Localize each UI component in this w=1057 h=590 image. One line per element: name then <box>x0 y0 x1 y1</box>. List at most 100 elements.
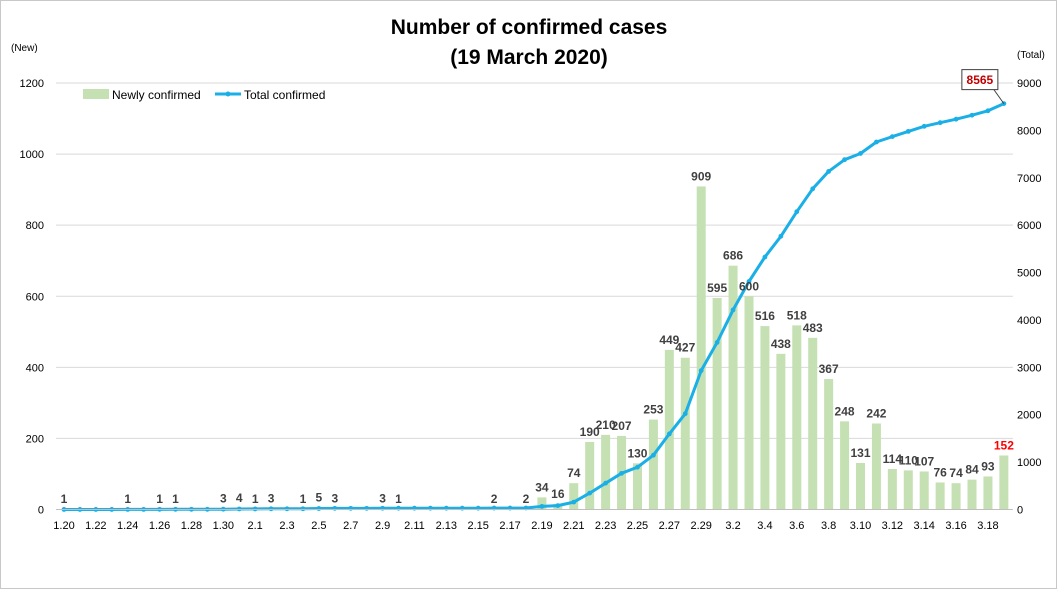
bar-value-label: 516 <box>755 309 775 323</box>
legend-label-total-confirmed: Total confirmed <box>244 88 325 102</box>
x-tick-label: 3.12 <box>882 520 903 532</box>
x-tick-label: 1.26 <box>149 520 170 532</box>
total-point <box>874 140 879 145</box>
bar-value-label: 3 <box>268 491 275 505</box>
x-tick-label: 3.10 <box>850 520 871 532</box>
x-tick-label: 2.7 <box>343 520 358 532</box>
bar <box>681 358 690 510</box>
x-tick-label: 3.8 <box>821 520 836 532</box>
left-tick-label: 400 <box>26 362 44 374</box>
right-tick-label: 8000 <box>1017 125 1041 137</box>
total-point <box>635 465 640 470</box>
bar-value-label: 16 <box>551 487 565 501</box>
right-tick-label: 0 <box>1017 505 1023 517</box>
bar-value-label: 686 <box>723 249 743 263</box>
total-point <box>332 506 337 511</box>
right-tick-label: 2000 <box>1017 410 1041 422</box>
bar <box>872 423 881 509</box>
total-point <box>842 157 847 162</box>
bar <box>713 298 722 509</box>
bar-value-label: 483 <box>803 321 823 335</box>
left-tick-label: 800 <box>26 220 44 232</box>
bar <box>569 483 578 509</box>
bar-value-label: 248 <box>835 404 855 418</box>
total-point <box>301 506 306 511</box>
bars-newly-confirmed <box>60 186 1009 509</box>
bar-value-label: 76 <box>933 465 947 479</box>
bar <box>776 354 785 510</box>
left-tick-label: 600 <box>26 291 44 303</box>
bar-value-label: 1 <box>300 492 307 506</box>
bar-value-label: 427 <box>675 341 695 355</box>
bar-value-label: 1 <box>172 492 179 506</box>
total-point <box>906 129 911 134</box>
total-point <box>237 507 242 512</box>
right-axis-label: (Total) <box>1017 50 1045 61</box>
bar <box>633 463 642 509</box>
x-tick-label: 3.18 <box>977 520 998 532</box>
bar <box>744 296 753 509</box>
total-point <box>731 307 736 312</box>
total-point <box>778 234 783 239</box>
bar-value-label: 93 <box>981 459 995 473</box>
x-tick-label: 3.2 <box>725 520 740 532</box>
x-tick-label: 2.13 <box>436 520 457 532</box>
bar <box>649 420 658 510</box>
x-tick-label: 3.14 <box>914 520 935 532</box>
chart-subtitle: (19 March 2020) <box>450 46 608 69</box>
bar <box>601 435 610 510</box>
total-point <box>858 151 863 156</box>
bar-value-label: 2 <box>491 492 498 506</box>
x-tick-label: 2.15 <box>467 520 488 532</box>
bar-value-label: 3 <box>379 491 386 505</box>
total-point <box>794 209 799 214</box>
x-tick-label: 1.24 <box>117 520 138 532</box>
bar-value-label: 131 <box>850 446 870 460</box>
bar-value-label: 438 <box>771 337 791 351</box>
bar-value-label: 1 <box>156 492 163 506</box>
right-tick-label: 7000 <box>1017 173 1041 185</box>
total-point <box>667 432 672 437</box>
bar-value-label: 34 <box>535 480 549 494</box>
total-point <box>890 134 895 139</box>
x-tick-label: 2.1 <box>248 520 263 532</box>
bar <box>792 325 801 509</box>
x-tick-label: 2.25 <box>627 520 648 532</box>
bar <box>697 186 706 509</box>
total-point <box>348 506 353 511</box>
bar <box>760 326 769 509</box>
x-tick-label: 2.5 <box>311 520 326 532</box>
total-point <box>715 340 720 345</box>
bar-value-label: 107 <box>914 454 934 468</box>
bar-value-label: 253 <box>643 403 663 417</box>
legend-label-newly-confirmed: Newly confirmed <box>112 88 201 102</box>
final-total-leader <box>994 90 1004 104</box>
left-tick-label: 1000 <box>20 149 44 161</box>
bar-value-label: 1 <box>61 492 68 506</box>
bar-value-label: 1 <box>124 492 131 506</box>
bar-value-label: 84 <box>965 463 979 477</box>
total-point <box>285 506 290 511</box>
bar <box>904 470 913 509</box>
total-point <box>763 255 768 260</box>
legend-marker-total-confirmed <box>226 92 231 97</box>
bar <box>824 379 833 509</box>
bar-value-label: 152 <box>994 438 1014 452</box>
bar-value-label: 207 <box>612 419 632 433</box>
bar <box>856 463 865 510</box>
bar-value-label: 3 <box>220 491 227 505</box>
total-point <box>938 120 943 125</box>
bar <box>808 338 817 510</box>
total-point <box>269 506 274 511</box>
left-axis-label: (New) <box>11 43 38 54</box>
x-tick-label: 2.19 <box>531 520 552 532</box>
bar-value-label: 367 <box>819 362 839 376</box>
left-tick-label: 200 <box>26 433 44 445</box>
bar-value-label: 5 <box>316 491 323 505</box>
x-tick-label: 3.6 <box>789 520 804 532</box>
bar-value-label: 1 <box>252 492 259 506</box>
gridlines <box>56 83 1013 438</box>
total-point <box>540 504 545 509</box>
right-tick-label: 1000 <box>1017 457 1041 469</box>
